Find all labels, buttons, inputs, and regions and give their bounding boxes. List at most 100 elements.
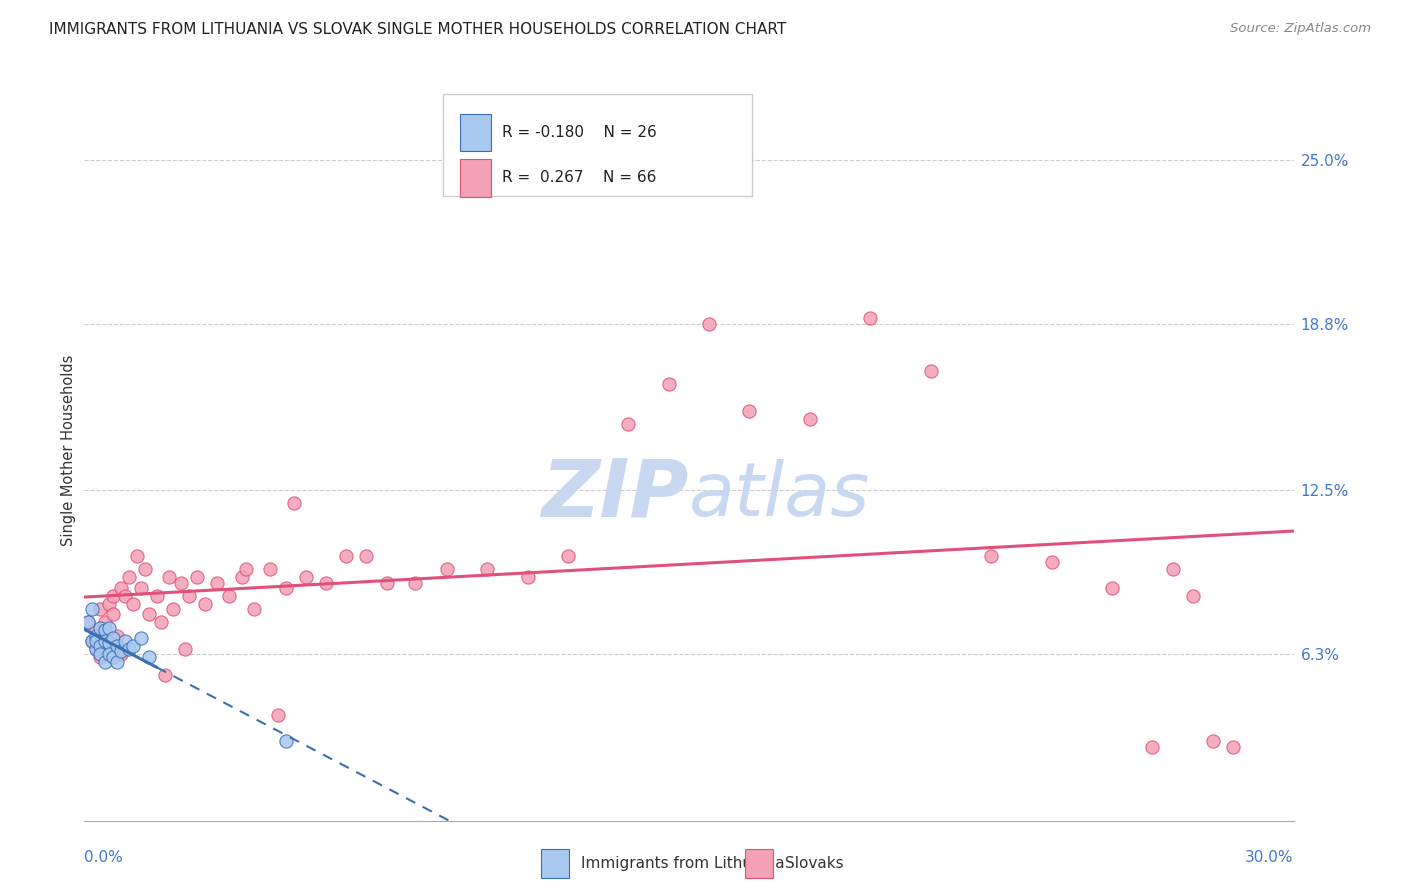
- Point: [153, 668, 176, 682]
- Point: [174, 641, 197, 656]
- Point: [121, 597, 143, 611]
- Point: [259, 562, 281, 576]
- Point: [235, 562, 257, 576]
- Text: Source: ZipAtlas.com: Source: ZipAtlas.com: [1230, 22, 1371, 36]
- Point: [89, 647, 111, 661]
- Point: [89, 621, 111, 635]
- Point: [86, 641, 108, 656]
- Point: [274, 581, 297, 595]
- Point: [1040, 555, 1063, 569]
- Point: [617, 417, 640, 431]
- Point: [118, 641, 141, 656]
- Point: [97, 621, 120, 635]
- Point: [86, 633, 108, 648]
- Point: [97, 647, 120, 661]
- Point: [1181, 589, 1204, 603]
- Point: [101, 589, 124, 603]
- Point: [97, 633, 120, 648]
- Point: [170, 575, 193, 590]
- Point: [105, 655, 128, 669]
- Point: [82, 633, 104, 648]
- Point: [516, 570, 538, 584]
- Point: [295, 570, 318, 584]
- Point: [207, 575, 229, 590]
- Point: [129, 581, 152, 595]
- Point: [129, 631, 152, 645]
- Point: [186, 570, 208, 584]
- Text: atlas: atlas: [689, 458, 870, 531]
- Point: [82, 633, 104, 648]
- Point: [146, 589, 169, 603]
- Point: [114, 633, 136, 648]
- Point: [101, 631, 124, 645]
- Point: [799, 411, 821, 425]
- Point: [980, 549, 1002, 564]
- Point: [157, 570, 180, 584]
- Point: [315, 575, 337, 590]
- Point: [859, 311, 882, 326]
- Point: [97, 597, 120, 611]
- Point: [86, 628, 108, 642]
- Point: [89, 639, 111, 653]
- Point: [274, 734, 297, 748]
- Point: [1101, 581, 1123, 595]
- Point: [179, 589, 201, 603]
- Point: [356, 549, 378, 564]
- Point: [1161, 562, 1184, 576]
- Point: [97, 636, 120, 650]
- Text: IMMIGRANTS FROM LITHUANIA VS SLOVAK SINGLE MOTHER HOUSEHOLDS CORRELATION CHART: IMMIGRANTS FROM LITHUANIA VS SLOVAK SING…: [49, 22, 786, 37]
- Point: [162, 602, 184, 616]
- Point: [218, 589, 240, 603]
- Point: [658, 377, 681, 392]
- Point: [436, 562, 458, 576]
- Point: [89, 602, 111, 616]
- Point: [101, 607, 124, 622]
- Text: 0.0%: 0.0%: [84, 850, 124, 865]
- Point: [375, 575, 398, 590]
- Point: [267, 707, 290, 722]
- Point: [1142, 739, 1164, 754]
- Point: [283, 496, 305, 510]
- Point: [93, 615, 115, 630]
- Point: [89, 649, 111, 664]
- Point: [149, 615, 172, 630]
- Text: ZIP: ZIP: [541, 456, 689, 534]
- Point: [194, 597, 217, 611]
- Point: [125, 549, 148, 564]
- Point: [77, 615, 100, 630]
- Point: [110, 647, 132, 661]
- Point: [93, 655, 115, 669]
- Text: 30.0%: 30.0%: [1246, 850, 1294, 865]
- Text: R = -0.180    N = 26: R = -0.180 N = 26: [502, 125, 657, 140]
- Point: [242, 602, 264, 616]
- Point: [1202, 734, 1225, 748]
- Point: [86, 624, 108, 638]
- Point: [138, 649, 160, 664]
- Point: [114, 589, 136, 603]
- Point: [82, 602, 104, 616]
- Point: [77, 615, 100, 630]
- Point: [920, 364, 942, 378]
- Point: [335, 549, 357, 564]
- Y-axis label: Single Mother Households: Single Mother Households: [60, 355, 76, 546]
- Point: [404, 575, 426, 590]
- Point: [1222, 739, 1244, 754]
- Point: [121, 639, 143, 653]
- Point: [105, 639, 128, 653]
- Point: [138, 607, 160, 622]
- Point: [86, 641, 108, 656]
- Point: [134, 562, 156, 576]
- Point: [557, 549, 579, 564]
- Point: [697, 317, 720, 331]
- Point: [477, 562, 499, 576]
- Point: [93, 624, 115, 638]
- Text: R =  0.267    N = 66: R = 0.267 N = 66: [502, 170, 657, 186]
- Point: [93, 633, 115, 648]
- Point: [738, 404, 761, 418]
- Text: Immigrants from Lithuania: Immigrants from Lithuania: [581, 856, 785, 871]
- Text: Slovaks: Slovaks: [785, 856, 844, 871]
- Point: [110, 644, 132, 658]
- Point: [231, 570, 253, 584]
- Point: [105, 628, 128, 642]
- Point: [101, 649, 124, 664]
